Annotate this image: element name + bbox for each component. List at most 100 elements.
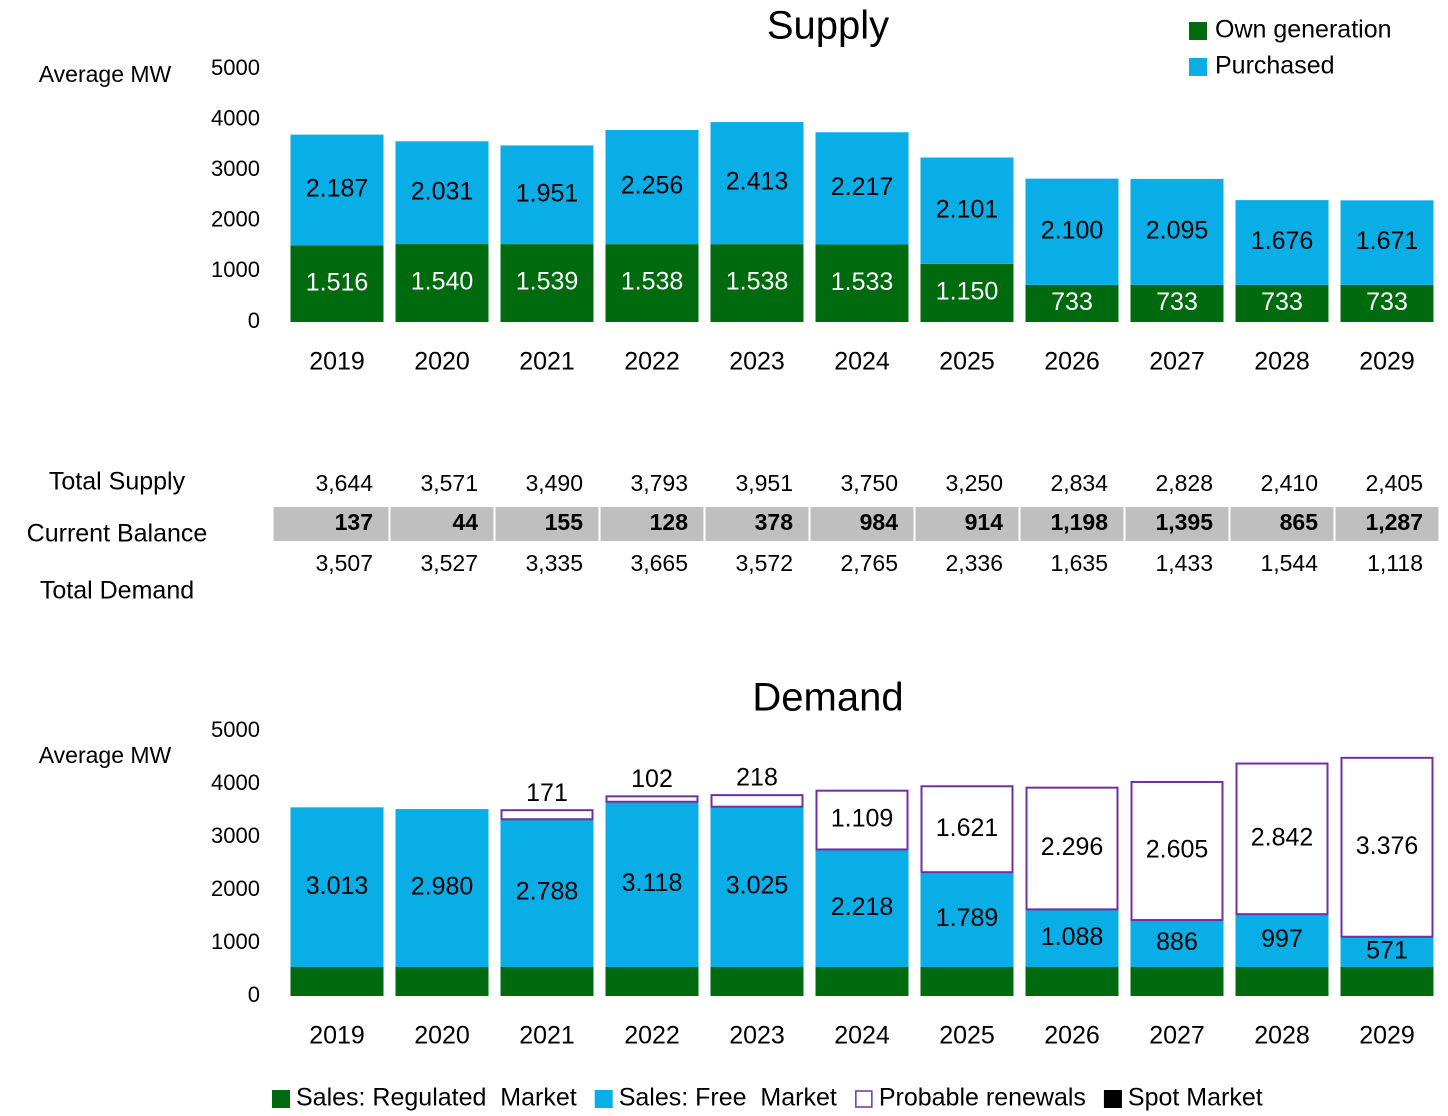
- y-tick-label: 2000: [211, 876, 260, 901]
- x-tick-label: 2024: [834, 1022, 890, 1050]
- chart-title: Demand: [752, 676, 903, 720]
- chart-title: Supply: [767, 4, 889, 48]
- table-cell: 3,250: [945, 470, 1003, 496]
- legend-swatch: [1189, 22, 1207, 40]
- bar-segment: [1340, 200, 1434, 285]
- legend-label: Sales: Free Market: [619, 1084, 837, 1112]
- y-tick-label: 4000: [211, 105, 260, 130]
- table-cell: 3,572: [735, 550, 793, 576]
- table-cell-bg: [1335, 507, 1439, 541]
- data-label: 2.100: [1041, 216, 1104, 244]
- y-tick-label: 5000: [211, 717, 260, 742]
- bar-segment: [1130, 920, 1224, 968]
- bar-segment: [1235, 914, 1329, 968]
- table-cell: 3,571: [420, 470, 478, 496]
- table-cell: 3,507: [315, 550, 373, 576]
- table-cell-bg: [915, 507, 1019, 541]
- data-label: 2.187: [306, 175, 369, 203]
- table-cell: 3,665: [630, 550, 688, 576]
- bar-segment: [290, 245, 384, 322]
- data-label: 1.109: [831, 805, 894, 833]
- legend-swatch: [594, 1090, 613, 1108]
- row-label: Total Demand: [40, 577, 194, 605]
- legend-label: Sales: Regulated Market: [296, 1084, 577, 1112]
- table-cell: 137: [335, 509, 373, 535]
- bar-segment: [1340, 936, 1434, 968]
- bar-segment: [710, 122, 804, 245]
- table-cell: 3,750: [840, 470, 898, 496]
- table-cell: 44: [452, 509, 478, 535]
- bar-segment: [815, 244, 909, 322]
- bar-segment: [815, 132, 909, 245]
- bar-segment: [920, 967, 1014, 996]
- bar-segment: [290, 134, 384, 246]
- x-tick-label: 2026: [1044, 348, 1100, 376]
- data-label: 571: [1366, 936, 1408, 964]
- x-tick-label: 2021: [519, 348, 575, 376]
- bar-segment: [1130, 780, 1224, 922]
- table-cell: 3,644: [315, 470, 373, 496]
- table-cell: 2,765: [840, 550, 898, 576]
- bar-segment: [815, 849, 909, 968]
- bar-segment: [1025, 967, 1119, 996]
- data-label: 1.540: [411, 268, 474, 296]
- data-label: 1.150: [936, 278, 999, 306]
- table-cell-bg: [495, 507, 599, 541]
- x-tick-label: 2022: [624, 348, 680, 376]
- bar-segment: [500, 809, 594, 821]
- table-cell: 914: [965, 509, 1004, 535]
- x-tick-label: 2020: [414, 1022, 470, 1050]
- bar-segment: [290, 807, 384, 968]
- data-label: 2.605: [1146, 836, 1209, 864]
- bar-segment: [1235, 284, 1329, 322]
- legend-swatch: [1103, 1090, 1122, 1108]
- data-label: 171: [526, 779, 568, 807]
- data-label: 2.980: [411, 873, 474, 901]
- data-label: 733: [1051, 288, 1093, 316]
- bar-segment: [500, 244, 594, 322]
- y-axis-label: Average MW: [39, 742, 172, 768]
- table-cell: 865: [1280, 509, 1319, 535]
- table-cell-bg: [810, 507, 914, 541]
- table-cell-bg: [705, 507, 809, 541]
- data-label: 218: [736, 764, 778, 792]
- data-label: 886: [1156, 928, 1198, 956]
- x-tick-label: 2024: [834, 348, 890, 376]
- bar-segment: [395, 244, 489, 322]
- data-label: 102: [631, 765, 673, 793]
- bar-segment: [395, 809, 489, 968]
- data-label: 2.413: [726, 168, 789, 196]
- bar-segment: [500, 145, 594, 245]
- data-label: 1.789: [936, 904, 999, 932]
- data-label: 3.118: [622, 869, 683, 897]
- bar-segment: [1340, 967, 1434, 996]
- legend-label: Purchased: [1215, 52, 1335, 80]
- table-cell: 1,287: [1365, 509, 1423, 535]
- data-label: 1.533: [831, 268, 894, 296]
- bar-segment: [710, 806, 804, 968]
- y-tick-label: 0: [248, 308, 260, 333]
- data-label: 1.671: [1356, 227, 1419, 255]
- data-label: 1.088: [1041, 923, 1104, 951]
- data-label: 1.951: [516, 179, 579, 207]
- bar-segment: [500, 967, 594, 996]
- table-cell-bg: [1020, 507, 1124, 541]
- bar-segment: [710, 244, 804, 322]
- bar-segment: [500, 819, 594, 968]
- bar-segment: [920, 157, 1014, 264]
- data-label: 2.217: [831, 173, 894, 201]
- table-cell: 1,433: [1155, 550, 1213, 576]
- table-cell: 128: [650, 509, 689, 535]
- y-tick-label: 3000: [211, 823, 260, 848]
- y-tick-label: 3000: [211, 156, 260, 181]
- y-axis-label: Average MW: [39, 61, 172, 87]
- table-cell: 3,527: [420, 550, 478, 576]
- x-tick-label: 2029: [1359, 1022, 1415, 1050]
- x-tick-label: 2025: [939, 1022, 995, 1050]
- x-tick-label: 2027: [1149, 1022, 1205, 1050]
- bar-segment: [920, 263, 1014, 322]
- table-cell: 1,635: [1050, 550, 1108, 576]
- x-tick-label: 2019: [309, 1022, 365, 1050]
- row-label: Total Supply: [49, 468, 186, 496]
- table-cell: 2,405: [1365, 470, 1423, 496]
